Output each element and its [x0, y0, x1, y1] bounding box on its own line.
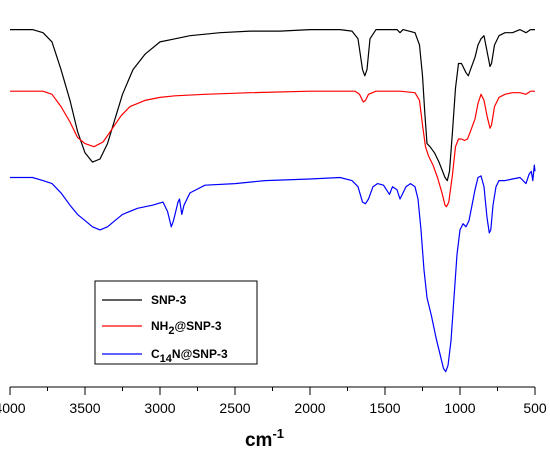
- legend-box: [94, 280, 258, 365]
- x-tick-label: 3500: [69, 400, 100, 416]
- x-tick-label: 500: [523, 400, 547, 416]
- x-tick-label: 4000: [0, 400, 26, 416]
- x-tick-label: 2500: [219, 400, 250, 416]
- legend-label-0: SNP-3: [151, 293, 187, 307]
- spectra-group: [10, 29, 536, 373]
- series-line-1: [10, 90, 535, 208]
- x-tick-label: 1500: [369, 400, 400, 416]
- legend-label-1: NH2@SNP-3: [151, 319, 222, 337]
- series-line-2: [10, 164, 536, 373]
- x-axis-title-superscript: -1: [272, 426, 284, 441]
- x-axis-title-main: cm: [245, 430, 272, 451]
- x-tick-label: 2000: [294, 400, 325, 416]
- legend-label-2: C14N@SNP-3: [151, 347, 228, 365]
- series-line-0: [10, 29, 535, 182]
- legend: SNP-3 NH2@SNP-3 C14N@SNP-3: [94, 280, 258, 365]
- x-tick-label: 1000: [444, 400, 475, 416]
- x-axis-title: cm-1: [245, 426, 284, 451]
- x-axis-ticks: 4000 3500 3000 2500 2000 1500 1000 500: [0, 387, 547, 416]
- x-tick-label: 3000: [144, 400, 175, 416]
